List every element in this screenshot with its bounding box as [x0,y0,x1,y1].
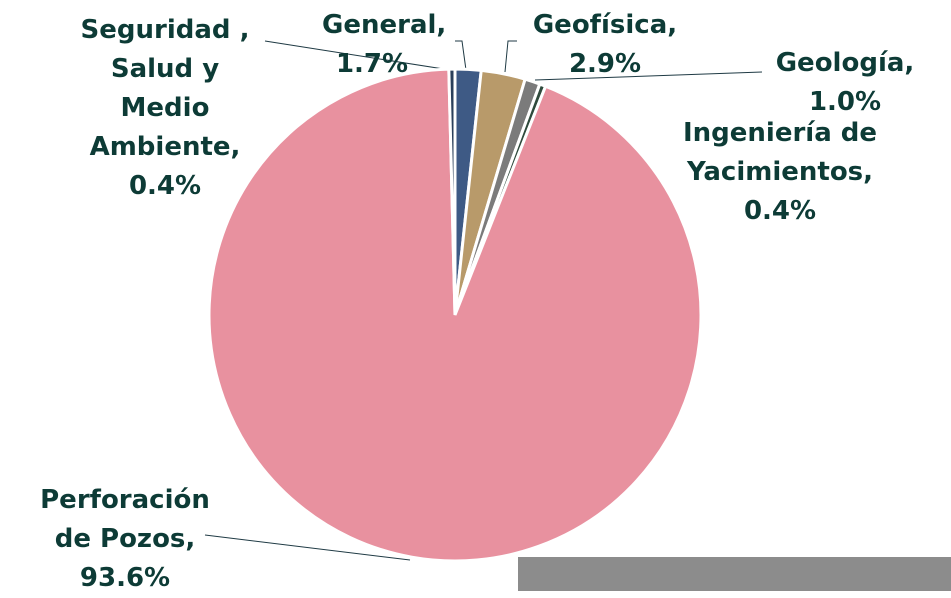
category-label: Seguridad , Salud y Medio Ambiente, [80,15,250,162]
data-label: Seguridad , Salud y Medio Ambiente, 0.4% [60,11,270,206]
data-label: Perforación de Pozos, 93.6% [15,481,235,598]
value-label: 1.7% [335,49,409,79]
value-label: 2.9% [568,49,642,79]
value-label: 0.4% [128,171,202,201]
data-label: Ingeniería de Yacimientos, 0.4% [655,114,905,231]
value-label: 1.0% [808,87,882,117]
leader-line [264,40,451,71]
data-label: Geología, 1.0% [760,44,930,122]
category-label: Geología, [775,48,915,78]
category-label: General, [322,10,447,40]
value-label: 93.6% [79,563,171,593]
leader-line [204,534,411,561]
category-label: Geofísica, [532,10,678,40]
pie-slice [207,67,703,563]
data-label: General, 1.7% [322,6,447,84]
data-label: Geofísica, 2.9% [520,6,690,84]
leader-line [504,40,517,73]
category-label: Ingeniería de Yacimientos, [682,118,878,187]
leader-line [534,71,763,81]
pie-slice [447,67,457,316]
value-label: 0.4% [743,196,817,226]
leader-line [455,40,467,71]
footer-bar [518,557,951,591]
category-label: Perforación de Pozos, [40,485,210,554]
